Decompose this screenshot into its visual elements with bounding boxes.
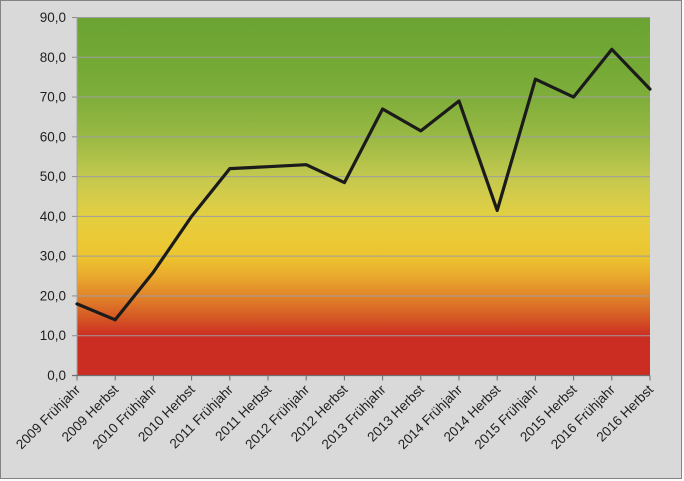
y-tick-label: 20,0	[40, 288, 66, 303]
y-tick-label: 60,0	[40, 129, 66, 144]
y-tick-label: 0,0	[47, 368, 66, 383]
y-tick-label: 90,0	[40, 10, 66, 25]
y-tick-label: 40,0	[40, 209, 66, 224]
y-tick-label: 10,0	[40, 328, 66, 343]
plot-area	[77, 17, 650, 376]
y-tick-label: 50,0	[40, 169, 66, 184]
y-tick-label: 80,0	[40, 50, 66, 65]
y-tick-label: 30,0	[40, 249, 66, 264]
y-tick-label: 70,0	[40, 90, 66, 105]
x-tick-label: 2009 Frühjahr	[13, 382, 83, 452]
data-series-line	[75, 47, 652, 322]
